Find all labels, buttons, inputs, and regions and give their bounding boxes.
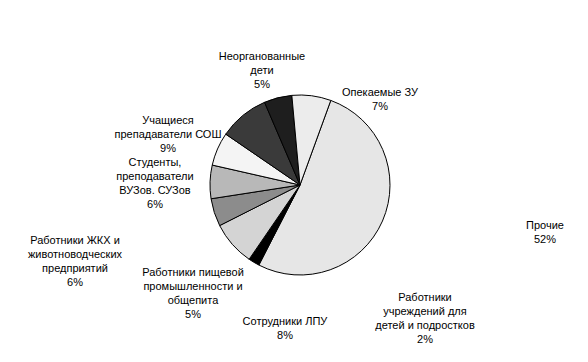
svg-text:Опекаемые ЗУ7%: Опекаемые ЗУ7% bbox=[342, 86, 419, 112]
svg-text:Работники ЖКХ иживотноводчески: Работники ЖКХ иживотноводческихпредприят… bbox=[28, 234, 123, 288]
svg-text:Работникиучреждений длядетей и: Работникиучреждений длядетей и подростко… bbox=[375, 291, 475, 345]
svg-text:Работники пищевойпромышленност: Работники пищевойпромышленности иобщепит… bbox=[142, 266, 244, 320]
svg-text:Неорганованныедети5%: Неорганованныедети5% bbox=[219, 50, 305, 90]
svg-text:Учащиесяпрепадаватели СОШ9%: Учащиесяпрепадаватели СОШ9% bbox=[114, 114, 221, 154]
svg-text:Прочие52%: Прочие52% bbox=[526, 219, 564, 245]
svg-text:Сотрудники ЛПУ8%: Сотрудники ЛПУ8% bbox=[243, 315, 329, 341]
svg-text:Студенты,преподавателиВУЗов. С: Студенты,преподавателиВУЗов. СУЗов6% bbox=[116, 156, 193, 210]
